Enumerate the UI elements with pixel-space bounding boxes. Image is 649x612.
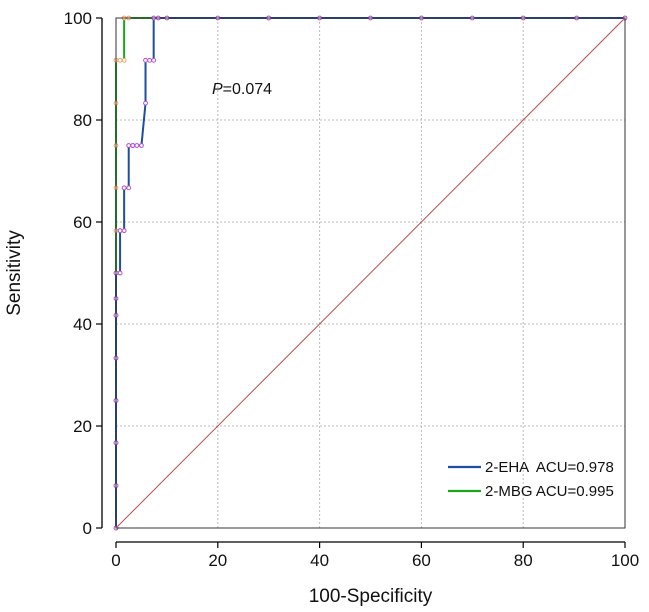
y-tick-label-1: 20 bbox=[73, 417, 92, 436]
series-0-point bbox=[117, 270, 123, 276]
y-tick-label-0: 0 bbox=[83, 519, 92, 538]
y-tick-label-5: 100 bbox=[64, 9, 92, 28]
axes bbox=[101, 18, 625, 543]
y-tick-label-3: 60 bbox=[73, 213, 92, 232]
x-axis-label: 100-Specificity bbox=[309, 586, 433, 607]
series-0-point bbox=[117, 228, 123, 234]
ticks: 0 20 40 60 80 100 0 20 40 60 80 100 bbox=[64, 9, 640, 570]
x-tick-label-4: 80 bbox=[514, 551, 533, 570]
y-tick-label-2: 40 bbox=[73, 315, 92, 334]
series-0-point bbox=[126, 143, 132, 148]
y-axis-label: Sensitivity bbox=[4, 230, 25, 316]
p-value-symbol: P bbox=[212, 81, 223, 98]
series-0-point bbox=[151, 57, 157, 63]
x-tick-label-2: 40 bbox=[310, 551, 329, 570]
plot-border bbox=[115, 17, 626, 529]
series-0-point bbox=[134, 143, 140, 148]
series-0-point bbox=[143, 57, 148, 63]
x-tick-label-0: 0 bbox=[111, 551, 120, 570]
p-value-number: =0.074 bbox=[223, 81, 272, 98]
reference-diagonal-line bbox=[115, 17, 626, 529]
x-tick-label-1: 20 bbox=[208, 551, 227, 570]
series-1-point bbox=[117, 57, 123, 63]
legend: 2-EHA ACU=0.978 2-MBG ACU=0.995 bbox=[448, 459, 614, 500]
p-value-annotation: P=0.074 bbox=[212, 81, 272, 98]
series-0-point bbox=[130, 143, 136, 148]
series-0-point bbox=[121, 185, 127, 191]
legend-entry-0: 2-EHA ACU=0.978 bbox=[485, 459, 614, 476]
series-1-point bbox=[121, 57, 127, 63]
grid bbox=[116, 18, 625, 528]
series-0-point bbox=[143, 100, 148, 106]
series-0-point bbox=[126, 185, 132, 191]
series-0-point bbox=[121, 228, 127, 234]
x-tick-label-3: 60 bbox=[412, 551, 431, 570]
series-0-point bbox=[147, 57, 152, 63]
legend-entry-1: 2-MBG ACU=0.995 bbox=[485, 483, 614, 500]
y-tick-label-4: 80 bbox=[73, 111, 92, 130]
x-tick-label-5: 100 bbox=[611, 551, 639, 570]
series-0-point bbox=[139, 143, 144, 148]
